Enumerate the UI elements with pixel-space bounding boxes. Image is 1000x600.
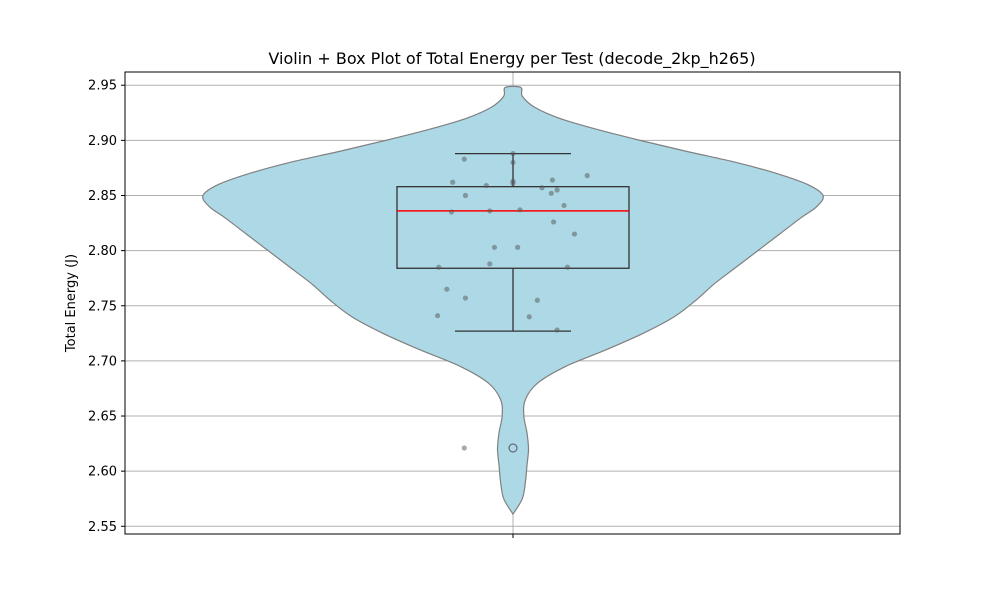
data-point [461, 445, 467, 451]
data-point [462, 295, 469, 301]
y-axis-title: Total Energy (J) [64, 254, 79, 353]
points-layer [435, 150, 590, 451]
data-point [515, 244, 521, 250]
data-point [551, 219, 557, 225]
y-tick-label: 2.75 [88, 299, 117, 314]
data-point [510, 180, 516, 186]
axis-layer: 2.55 2.60 2.65 2.70 2.75 2.80 2.85 2.90 2.95 [88, 79, 514, 538]
data-point [450, 179, 456, 185]
data-point [435, 313, 441, 319]
data-point [510, 159, 516, 166]
data-point [571, 231, 578, 237]
data-point [517, 207, 523, 213]
y-tick-label: 2.70 [88, 354, 117, 369]
data-point [510, 150, 516, 157]
data-point [534, 297, 540, 303]
data-point [554, 327, 560, 333]
data-point [561, 202, 567, 209]
y-tick-label: 2.60 [88, 465, 117, 480]
data-point [461, 156, 467, 162]
y-tick-label: 2.80 [88, 244, 117, 259]
y-tick-label: 2.55 [88, 520, 117, 535]
data-point [448, 209, 455, 215]
data-point [436, 264, 442, 270]
data-point [548, 190, 554, 196]
data-point [549, 177, 556, 183]
data-point [539, 185, 545, 191]
data-point [491, 244, 498, 250]
y-tick-label: 2.95 [88, 79, 117, 94]
data-point [584, 173, 590, 179]
data-point [462, 192, 469, 199]
chart-title: Violin + Box Plot of Total Energy per Te… [268, 49, 755, 69]
data-point [444, 286, 450, 292]
outlier-marker [508, 443, 518, 453]
iqr-box [396, 186, 630, 269]
data-point [487, 261, 493, 267]
y-tick-label: 2.65 [88, 410, 117, 425]
data-point [487, 208, 493, 214]
y-tick-label: 2.90 [88, 134, 117, 149]
data-point [483, 182, 489, 189]
data-point [564, 264, 571, 270]
y-tick-label: 2.85 [88, 189, 117, 204]
data-point [554, 187, 560, 193]
data-point [526, 314, 532, 320]
